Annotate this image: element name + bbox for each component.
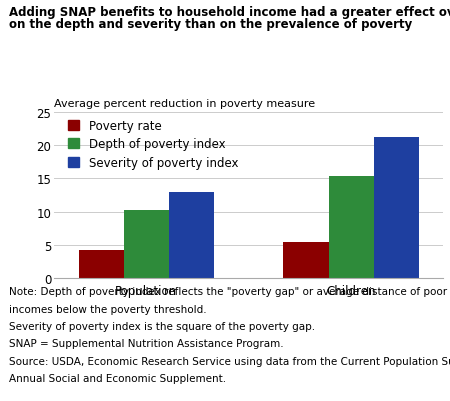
Text: Average percent reduction in poverty measure: Average percent reduction in poverty mea… (54, 99, 315, 109)
Bar (284, 242, 328, 279)
Bar (169, 192, 214, 279)
Bar (124, 211, 169, 279)
Text: Source: USDA, Economic Research Service using data from the Current Population S: Source: USDA, Economic Research Service … (9, 356, 450, 366)
Text: Note: Depth of poverty index reflects the "poverty gap" or average distance of p: Note: Depth of poverty index reflects th… (9, 287, 450, 297)
Text: SNAP = Supplemental Nutrition Assistance Program.: SNAP = Supplemental Nutrition Assistance… (9, 338, 284, 348)
Text: incomes below the poverty threshold.: incomes below the poverty threshold. (9, 304, 207, 314)
Text: Severity of poverty index is the square of the poverty gap.: Severity of poverty index is the square … (9, 321, 315, 331)
Legend: Poverty rate, Depth of poverty index, Severity of poverty index: Poverty rate, Depth of poverty index, Se… (68, 120, 238, 169)
Bar (328, 176, 374, 279)
Text: on the depth and severity than on the prevalence of poverty: on the depth and severity than on the pr… (9, 18, 412, 31)
Text: Adding SNAP benefits to household income had a greater effect over the 2000-09 p: Adding SNAP benefits to household income… (9, 6, 450, 19)
Bar (79, 251, 124, 279)
Bar (374, 138, 419, 279)
Text: Annual Social and Economic Supplement.: Annual Social and Economic Supplement. (9, 373, 226, 383)
